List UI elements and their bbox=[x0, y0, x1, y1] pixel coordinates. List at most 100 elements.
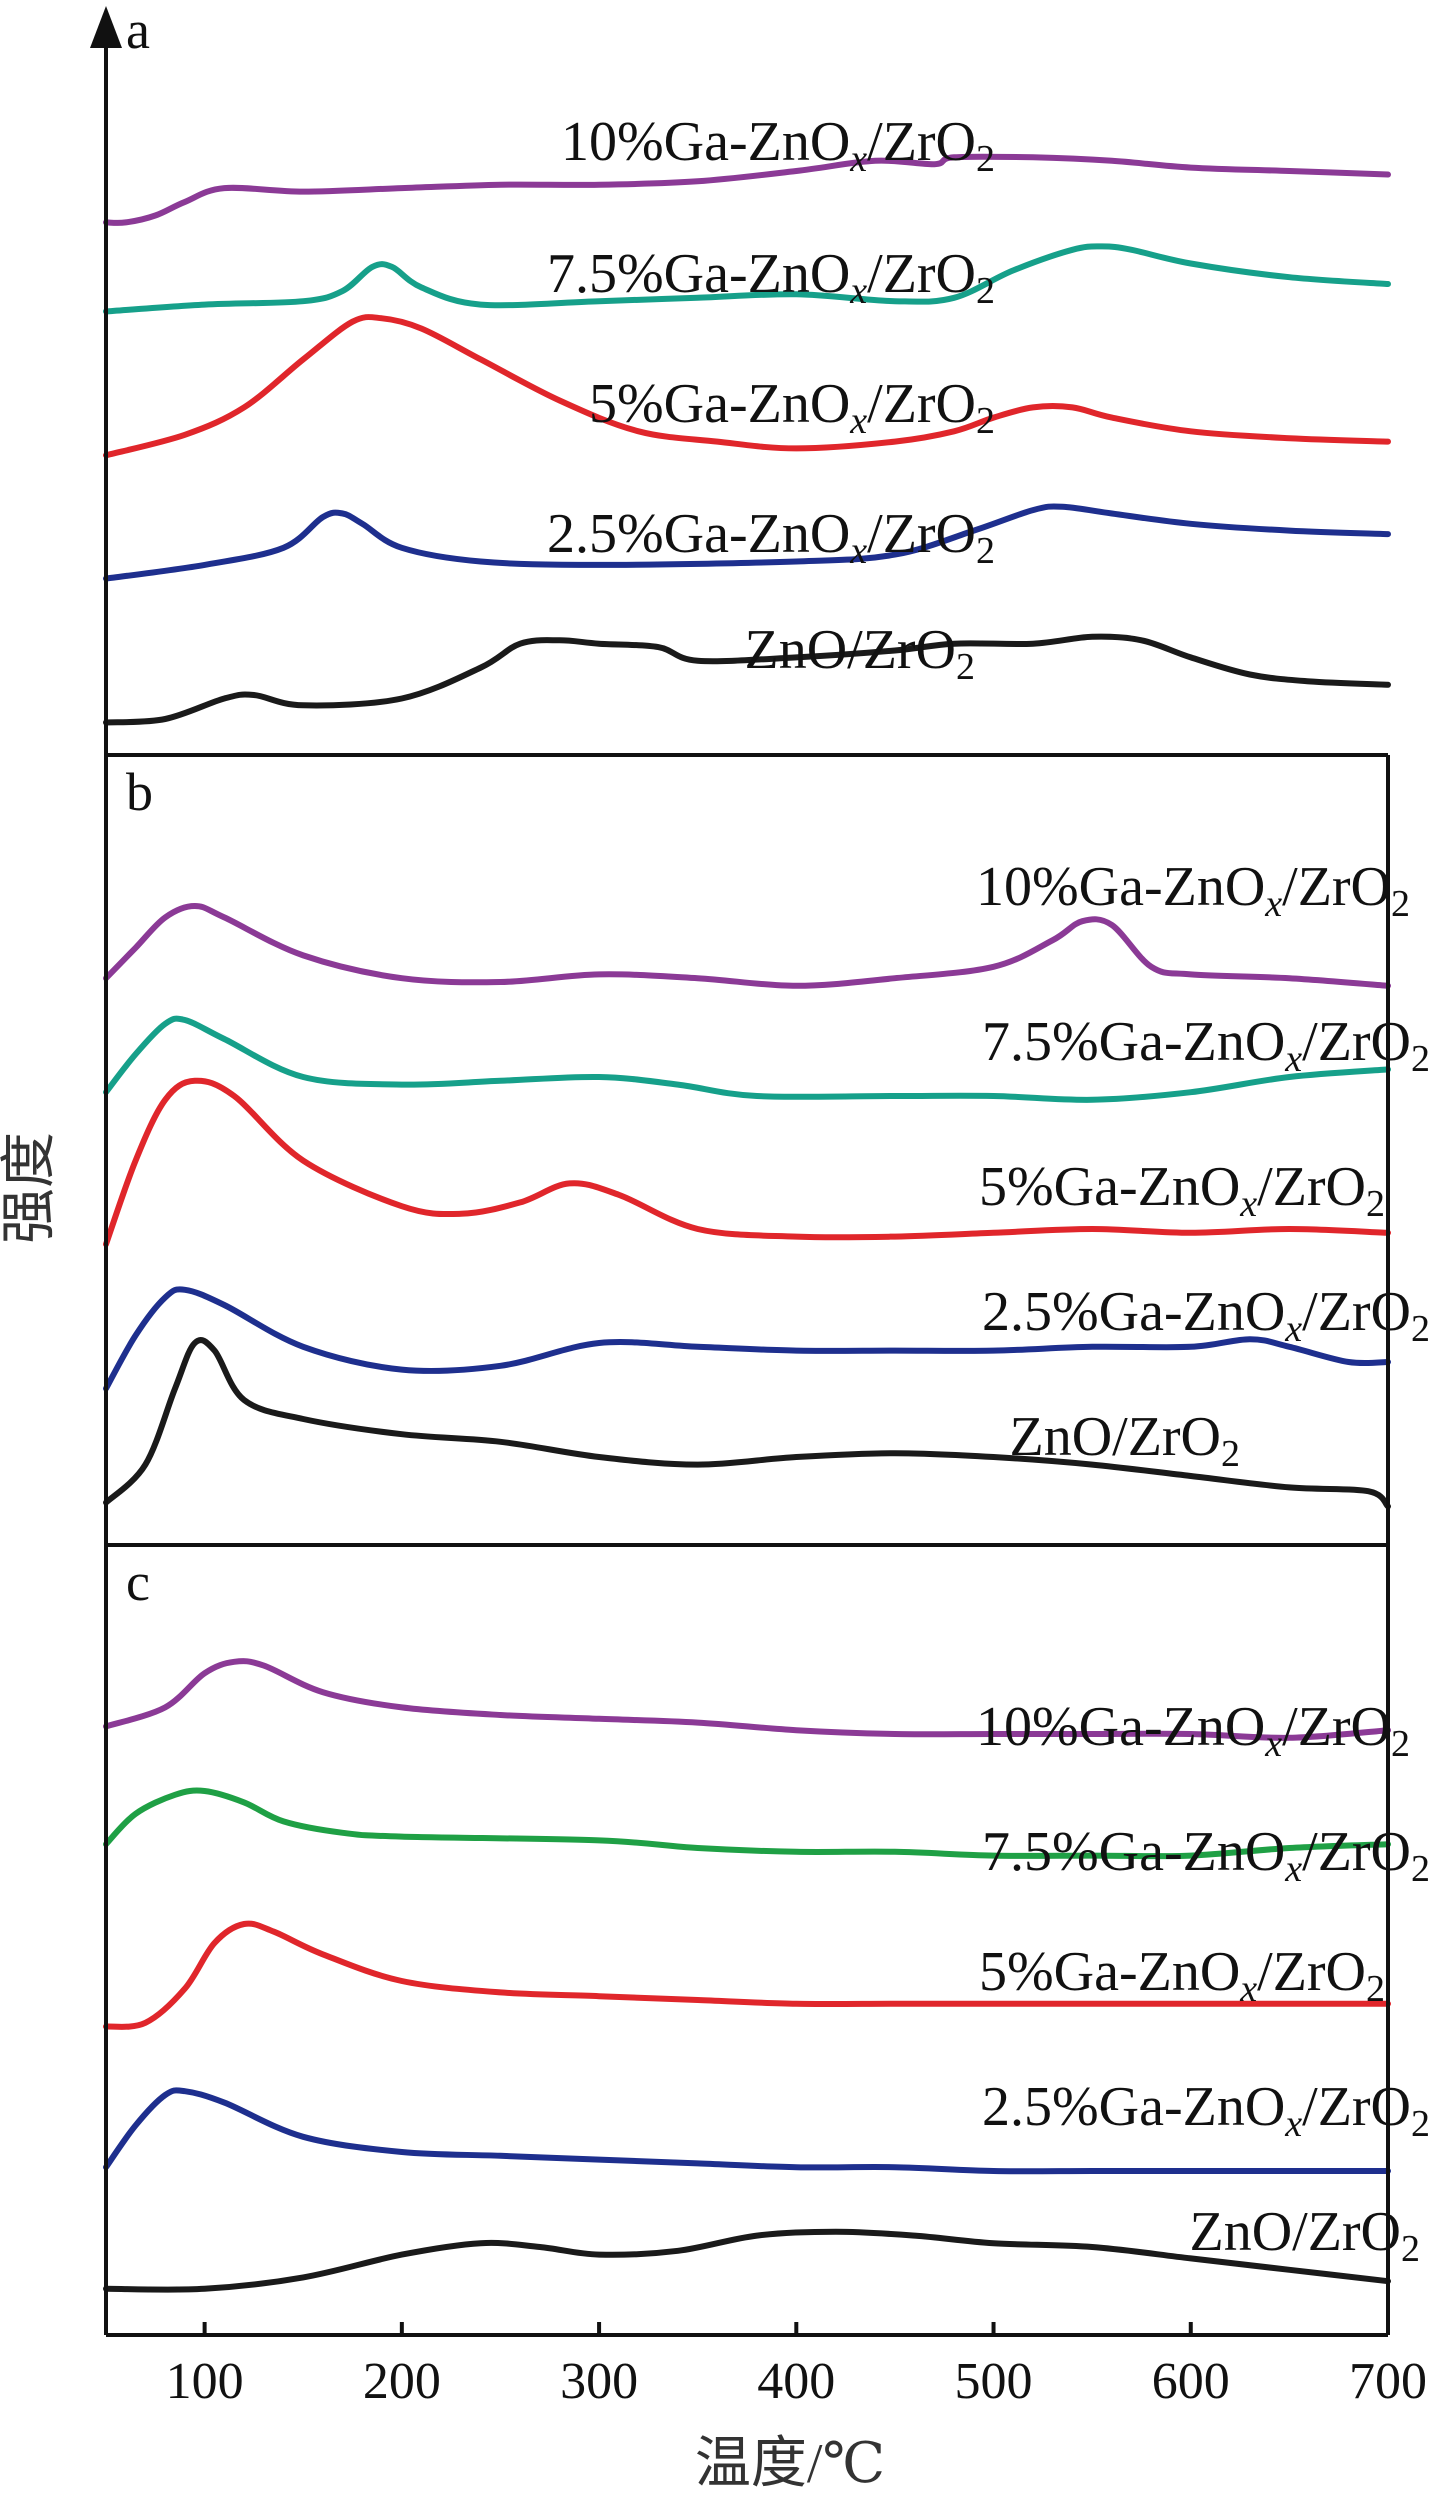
series-line-a-4 bbox=[103, 633, 1391, 726]
series-label-part: x bbox=[1239, 1183, 1257, 1225]
series-label-part: 2 bbox=[1401, 2228, 1420, 2270]
x-tick-label: 500 bbox=[955, 2353, 1033, 2410]
series-label-c-4: ZnO/ZrO2 bbox=[1189, 2201, 1420, 2270]
series-line-c-0 bbox=[103, 1658, 1391, 1741]
panel-b: b10%Ga-ZnOx/ZrO27.5%Ga-ZnOx/ZrO25%Ga-ZnO… bbox=[103, 762, 1430, 1510]
series-label-part: x bbox=[849, 270, 867, 312]
series-label-b-3: 2.5%Ga-ZnOx/ZrO2 bbox=[982, 1281, 1430, 1350]
series-label-part: x bbox=[849, 530, 867, 572]
series-label-part: /ZrO bbox=[867, 503, 976, 565]
series-label-b-2: 5%Ga-ZnOx/ZrO2 bbox=[979, 1156, 1385, 1225]
series-line-b-2 bbox=[103, 1077, 1391, 1248]
x-tick-label: 200 bbox=[363, 2353, 441, 2410]
series-label-part: 10%Ga-ZnO bbox=[976, 856, 1265, 918]
series-label-part: 7.5%Ga-ZnO bbox=[982, 1821, 1285, 1883]
series-label-part: 2 bbox=[956, 646, 975, 688]
x-axis-title: 温度/℃ bbox=[695, 2433, 885, 2495]
series-line-c-1 bbox=[103, 1787, 1391, 1860]
x-tick-label: 700 bbox=[1349, 2353, 1427, 2410]
series-label-part: 5%Ga-ZnO bbox=[979, 1156, 1240, 1218]
series-label-part: 2 bbox=[1366, 1183, 1385, 1225]
series-label-c-0: 10%Ga-ZnOx/ZrO2 bbox=[976, 1696, 1410, 1765]
series-line-a-3 bbox=[103, 503, 1391, 582]
series-label-part: 2.5%Ga-ZnO bbox=[982, 1281, 1285, 1343]
panel-a: a10%Ga-ZnOx/ZrO27.5%Ga-ZnOx/ZrO25%Ga-ZnO… bbox=[103, 0, 1391, 726]
series-line-b-4 bbox=[103, 1337, 1391, 1510]
panel-letter-c: c bbox=[126, 1552, 150, 1612]
series-label-part: /ZrO bbox=[1257, 1156, 1366, 1218]
series-label-part: /ZrO bbox=[1302, 2076, 1411, 2138]
series-line-c-2 bbox=[103, 1920, 1391, 2030]
series-line-c-4 bbox=[103, 2228, 1391, 2293]
series-label-c-2: 5%Ga-ZnOx/ZrO2 bbox=[979, 1941, 1385, 2010]
series-label-part: /ZrO bbox=[1282, 1696, 1391, 1758]
series-label-part: 2 bbox=[1411, 2103, 1430, 2145]
x-tick-label: 100 bbox=[166, 2353, 244, 2410]
panel-letter-a: a bbox=[126, 0, 150, 60]
series-label-part: 2 bbox=[976, 270, 995, 312]
series-label-part: 2 bbox=[1411, 1848, 1430, 1890]
series-label-part: x bbox=[1284, 1308, 1302, 1350]
series-label-part: 2 bbox=[1411, 1308, 1430, 1350]
series-label-c-3: 2.5%Ga-ZnOx/ZrO2 bbox=[982, 2076, 1430, 2145]
series-line-a-2 bbox=[103, 314, 1391, 459]
x-tick-label: 400 bbox=[757, 2353, 835, 2410]
series-label-part: /ZrO bbox=[867, 373, 976, 435]
series-label-a-1: 7.5%Ga-ZnOx/ZrO2 bbox=[547, 243, 995, 312]
series-label-part: 7.5%Ga-ZnO bbox=[982, 1011, 1285, 1073]
series-line-b-1 bbox=[103, 1015, 1391, 1103]
axis-layer: 100 200 300 400 500 600 700 bbox=[90, 6, 1427, 2410]
series-line-a-1 bbox=[103, 243, 1391, 315]
series-label-part: /ZrO bbox=[1257, 1941, 1366, 2003]
series-label-a-2: 5%Ga-ZnOx/ZrO2 bbox=[589, 373, 995, 442]
series-label-part: /ZrO bbox=[867, 111, 976, 173]
panel-letter-b: b bbox=[126, 762, 153, 822]
series-label-part: 2.5%Ga-ZnO bbox=[547, 503, 850, 565]
series-label-part: 2 bbox=[1391, 883, 1410, 925]
series-label-part: 2 bbox=[1221, 1433, 1240, 1475]
series-label-b-4: ZnO/ZrO2 bbox=[1009, 1406, 1240, 1475]
series-label-part: 10%Ga-ZnO bbox=[561, 111, 850, 173]
series-label-part: /ZrO bbox=[1282, 856, 1391, 918]
series-label-part: x bbox=[1284, 1038, 1302, 1080]
series-label-c-1: 7.5%Ga-ZnOx/ZrO2 bbox=[982, 1821, 1430, 1890]
series-label-part: x bbox=[849, 138, 867, 180]
series-label-a-3: 2.5%Ga-ZnOx/ZrO2 bbox=[547, 503, 995, 572]
series-label-part: x bbox=[1264, 883, 1282, 925]
series-label-part: x bbox=[849, 400, 867, 442]
panels-layer: a10%Ga-ZnOx/ZrO27.5%Ga-ZnOx/ZrO25%Ga-ZnO… bbox=[103, 0, 1430, 2293]
series-label-part: /ZrO bbox=[867, 243, 976, 305]
series-label-part: 2 bbox=[976, 530, 995, 572]
series-line-b-3 bbox=[103, 1286, 1391, 1392]
series-label-a-4: ZnO/ZrO2 bbox=[744, 619, 975, 688]
series-label-part: ZnO/ZrO bbox=[1009, 1406, 1221, 1468]
series-line-a-0 bbox=[103, 153, 1391, 226]
series-label-b-1: 7.5%Ga-ZnOx/ZrO2 bbox=[982, 1011, 1430, 1080]
series-label-part: 10%Ga-ZnO bbox=[976, 1696, 1265, 1758]
series-label-a-0: 10%Ga-ZnOx/ZrO2 bbox=[561, 111, 995, 180]
series-line-b-0 bbox=[103, 903, 1391, 989]
series-label-part: x bbox=[1264, 1723, 1282, 1765]
series-label-part: 2 bbox=[976, 400, 995, 442]
series-label-part: 2 bbox=[1366, 1968, 1385, 2010]
series-label-part: 2 bbox=[976, 138, 995, 180]
series-label-part: x bbox=[1284, 1848, 1302, 1890]
series-label-part: ZnO/ZrO bbox=[1189, 2201, 1401, 2263]
y-axis-arrow-icon bbox=[90, 6, 122, 48]
series-label-b-0: 10%Ga-ZnOx/ZrO2 bbox=[976, 856, 1410, 925]
series-label-part: ZnO/ZrO bbox=[744, 619, 956, 681]
series-label-part: 5%Ga-ZnO bbox=[589, 373, 850, 435]
panel-c: c10%Ga-ZnOx/ZrO27.5%Ga-ZnOx/ZrO25%Ga-ZnO… bbox=[103, 1552, 1430, 2293]
series-label-part: 7.5%Ga-ZnO bbox=[547, 243, 850, 305]
series-label-part: 2 bbox=[1411, 1038, 1430, 1080]
series-label-part: x bbox=[1284, 2103, 1302, 2145]
series-label-part: x bbox=[1239, 1968, 1257, 2010]
x-tick-label: 300 bbox=[560, 2353, 638, 2410]
x-tick-label: 600 bbox=[1152, 2353, 1230, 2410]
y-axis-title: 强度 bbox=[0, 1132, 61, 1244]
series-label-part: /ZrO bbox=[1302, 1821, 1411, 1883]
series-label-part: 5%Ga-ZnO bbox=[979, 1941, 1240, 2003]
series-label-part: /ZrO bbox=[1302, 1011, 1411, 1073]
series-line-c-3 bbox=[103, 2087, 1391, 2175]
